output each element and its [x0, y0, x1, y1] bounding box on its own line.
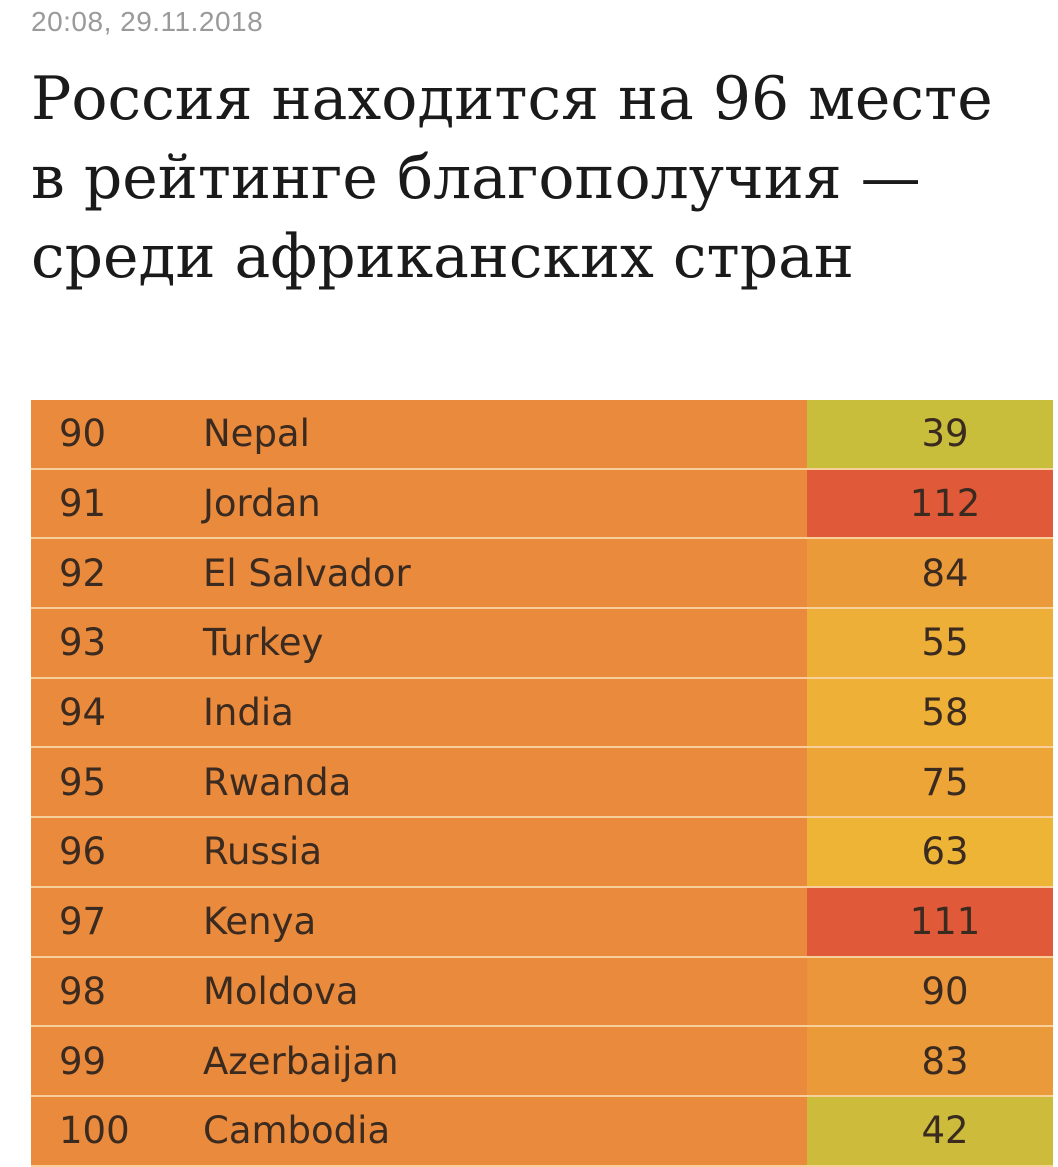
score-cell: 42 [807, 1096, 1053, 1165]
rank-cell: 97 [59, 900, 107, 944]
rank-cell: 90 [59, 412, 107, 456]
country-cell: Rwanda [203, 760, 352, 804]
table-row: 97 Kenya 111 [31, 887, 1053, 958]
score-cell: 111 [807, 887, 1053, 956]
table-row: 93 Turkey 55 [31, 609, 1053, 679]
table-row: 99 Azerbaijan 83 [31, 1027, 1053, 1097]
table-row: 90 Nepal 39 [31, 400, 1053, 470]
score-cell: 84 [807, 539, 1053, 608]
country-cell: Russia [203, 830, 323, 874]
article-headline: Россия находится на 96 месте в рейтинге … [31, 64, 993, 292]
rank-cell: 92 [59, 551, 107, 595]
ranking-table-image: 90 Nepal 39 91 Jordan 112 92 El Salvador 84 93 Tur… [31, 400, 1053, 1167]
country-cell: Nepal [203, 412, 310, 456]
rank-cell: 96 [59, 830, 107, 874]
rank-cell: 98 [59, 969, 107, 1013]
country-cell: Kenya [203, 900, 317, 944]
table-row: 96 Russia 63 [31, 818, 1053, 888]
score-cell: 58 [807, 678, 1053, 747]
score-cell: 112 [807, 469, 1053, 538]
rank-cell: 99 [59, 1039, 107, 1083]
table-row: 100 Cambodia 42 [31, 1096, 1053, 1167]
table-row: 94 India 58 [31, 678, 1053, 749]
score-cell: 63 [807, 818, 1053, 886]
rank-cell: 95 [59, 760, 107, 804]
score-cell: 75 [807, 748, 1053, 817]
table-row: 98 Moldova 90 [31, 957, 1053, 1028]
country-cell: Cambodia [203, 1109, 391, 1153]
article-timestamp: 20:08, 29.11.2018 [31, 6, 264, 37]
score-cell: 83 [807, 1027, 1053, 1095]
country-cell: India [203, 691, 294, 735]
country-cell: Turkey [203, 621, 324, 665]
country-cell: Moldova [203, 969, 359, 1013]
rank-cell: 100 [59, 1109, 130, 1153]
score-cell: 55 [807, 609, 1053, 677]
country-cell: Azerbaijan [203, 1039, 399, 1083]
table-row: 91 Jordan 112 [31, 469, 1053, 540]
country-cell: Jordan [203, 482, 321, 526]
table-row: 95 Rwanda 75 [31, 748, 1053, 819]
country-cell: El Salvador [203, 551, 411, 595]
score-cell: 90 [807, 957, 1053, 1026]
table-row: 92 El Salvador 84 [31, 539, 1053, 610]
rank-cell: 91 [59, 482, 107, 526]
rank-cell: 93 [59, 621, 107, 665]
rank-cell: 94 [59, 691, 107, 735]
score-cell: 39 [807, 400, 1053, 468]
